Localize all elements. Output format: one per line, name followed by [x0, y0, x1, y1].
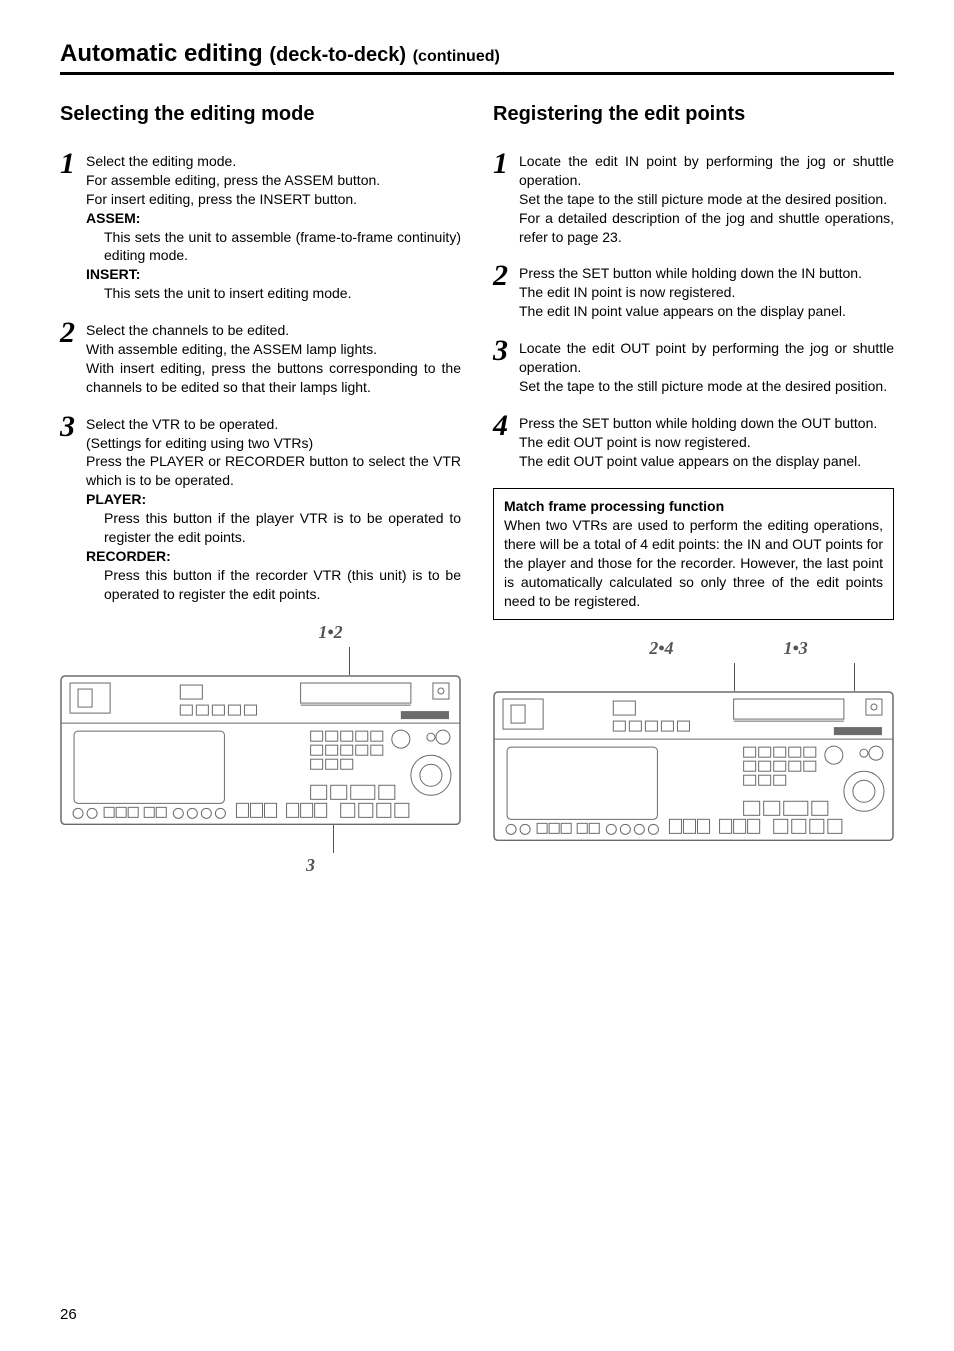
step-line: The edit OUT point is now registered. [519, 433, 894, 452]
step-line: The edit OUT point value appears on the … [519, 452, 894, 471]
figure-top-label-right: 1•3 [784, 638, 808, 659]
box-title: Match frame processing function [504, 498, 724, 514]
page-title: Automatic editing (deck-to-deck) (contin… [60, 40, 894, 75]
step-number: 3 [60, 415, 86, 439]
step-line: (Settings for editing using two VTRs) [86, 434, 461, 453]
step-line: Locate the edit OUT point by performing … [519, 339, 894, 377]
step-line: Set the tape to the still picture mode a… [519, 190, 894, 209]
pointer-line [854, 663, 855, 691]
step-line: For insert editing, press the INSERT but… [86, 190, 461, 209]
step-number: 2 [60, 321, 86, 345]
title-sub1: (deck-to-deck) [269, 44, 406, 66]
left-heading: Selecting the editing mode [60, 103, 461, 126]
subsection-head: ASSEM: [86, 209, 461, 228]
match-frame-box: Match frame processing function When two… [493, 488, 894, 619]
subsection-body: This sets the unit to assemble (frame-to… [86, 228, 461, 266]
title-main: Automatic editing [60, 40, 263, 67]
title-sub2: (continued) [413, 48, 500, 65]
page-number: 26 [60, 1306, 77, 1323]
right-heading: Registering the edit points [493, 103, 894, 126]
subsection-body: Press this button if the recorder VTR (t… [86, 566, 461, 604]
step-line: Select the VTR to be operated. [86, 415, 461, 434]
pointer-line [349, 647, 350, 675]
right-step-3: 3 Locate the edit OUT point by performin… [493, 339, 894, 396]
step-number: 1 [60, 152, 86, 176]
right-step-4: 4 Press the SET button while holding dow… [493, 414, 894, 471]
step-line: The edit IN point is now registered. [519, 283, 894, 302]
subsection-head: RECORDER: [86, 547, 461, 566]
step-line: Press the SET button while holding down … [519, 264, 894, 283]
left-figure: 1•2 [60, 622, 461, 876]
subsection-body: This sets the unit to insert editing mod… [86, 284, 461, 303]
pointer-line [734, 663, 735, 691]
figure-top-label: 1•2 [60, 622, 461, 643]
step-line: Set the tape to the still picture mode a… [519, 377, 894, 396]
step-line: Press the PLAYER or RECORDER button to s… [86, 452, 461, 490]
pointer-line [333, 825, 334, 853]
left-step-3: 3 Select the VTR to be operated. (Settin… [60, 415, 461, 604]
step-line: With assemble editing, the ASSEM lamp li… [86, 340, 461, 359]
step-number: 2 [493, 264, 519, 288]
step-line: For assemble editing, press the ASSEM bu… [86, 171, 461, 190]
right-step-1: 1 Locate the edit IN point by performing… [493, 152, 894, 246]
right-step-2: 2 Press the SET button while holding dow… [493, 264, 894, 321]
subsection-head: INSERT: [86, 265, 461, 284]
right-figure: 2•4 1•3 [493, 638, 894, 841]
left-step-1: 1 Select the editing mode. For assemble … [60, 152, 461, 303]
figure-top-label-left: 2•4 [649, 638, 673, 659]
step-number: 3 [493, 339, 519, 363]
vtr-diagram-icon [493, 691, 894, 841]
subsection-body: Press this button if the player VTR is t… [86, 509, 461, 547]
subsection-head: PLAYER: [86, 490, 461, 509]
right-column: Registering the edit points 1 Locate the… [493, 103, 894, 876]
figure-bottom-label: 3 [60, 855, 461, 876]
left-column: Selecting the editing mode 1 Select the … [60, 103, 461, 876]
step-number: 4 [493, 414, 519, 438]
step-line: Select the channels to be edited. [86, 321, 461, 340]
vtr-diagram-icon [60, 675, 461, 825]
left-step-2: 2 Select the channels to be edited. With… [60, 321, 461, 397]
step-line: For a detailed description of the jog an… [519, 209, 894, 247]
step-line: Locate the edit IN point by performing t… [519, 152, 894, 190]
step-line: The edit IN point value appears on the d… [519, 302, 894, 321]
step-line: Press the SET button while holding down … [519, 414, 894, 433]
step-number: 1 [493, 152, 519, 176]
step-line: Select the editing mode. [86, 152, 461, 171]
step-line: With insert editing, press the buttons c… [86, 359, 461, 397]
box-body: When two VTRs are used to perform the ed… [504, 517, 883, 609]
